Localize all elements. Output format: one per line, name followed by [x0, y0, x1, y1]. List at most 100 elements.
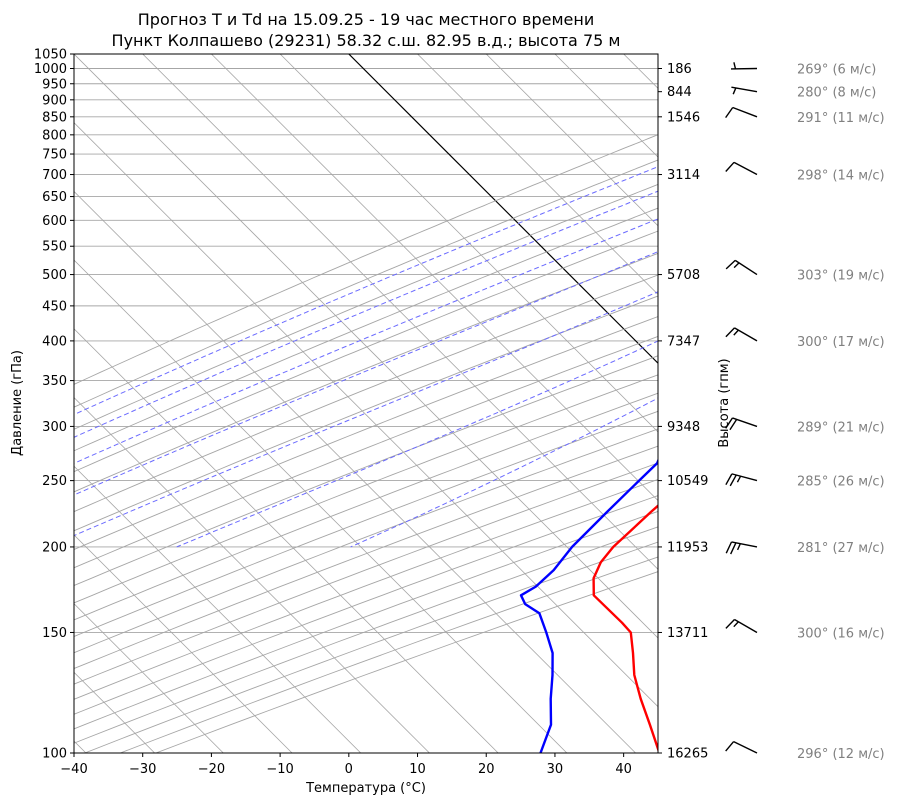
- dry-adiabat-line: [74, 134, 658, 385]
- wind-barb: [730, 62, 758, 70]
- isotherm-line: [74, 259, 568, 753]
- wind-label: 280° (8 м/с): [797, 86, 876, 101]
- y-tick-label: 1050: [34, 48, 67, 63]
- y-tick-label: 200: [42, 540, 67, 555]
- wind-barb: [725, 327, 758, 342]
- dry-adiabat-line: [74, 495, 658, 715]
- dry-adiabat-line: [74, 510, 658, 730]
- dry-adiabat-line: [74, 410, 658, 637]
- y-tick-label: 150: [42, 626, 67, 641]
- x-axis-label: Температура (°C): [305, 781, 426, 796]
- wind-profile-layer: 296° (12 м/с) 300° (16 м/с) 281° (27 м/с) 2…: [725, 62, 885, 762]
- wind-barb: [725, 106, 758, 119]
- isotherm-line: [74, 190, 636, 753]
- dry-adiabat-line: [74, 183, 658, 430]
- wind-label: 300° (17 м/с): [797, 335, 885, 350]
- isotherm-line: [74, 534, 293, 753]
- wind-barb: [725, 740, 758, 754]
- isotherm-line: [211, 54, 658, 502]
- height-tick-label: 11953: [667, 540, 708, 555]
- dry-adiabat-line: [74, 159, 658, 408]
- y-tick-label: 550: [42, 240, 67, 255]
- isotherm-line: [74, 54, 658, 639]
- wind-label: 269° (6 м/с): [797, 63, 876, 78]
- y-tick-label: 1000: [34, 62, 67, 77]
- dry-adiabat-line: [74, 445, 658, 670]
- height-tick-label: 9348: [667, 420, 700, 435]
- wind-label: 281° (27 м/с): [797, 541, 885, 556]
- y-tick-label: 700: [42, 168, 67, 183]
- dry-adiabat-line: [74, 335, 658, 569]
- x-tick-label: 10: [409, 762, 426, 777]
- x-tick-label: −30: [129, 762, 156, 777]
- isotherm-line: [623, 54, 658, 89]
- chart-title: Прогноз T и Td на 15.09.25 - 19 час мест…: [138, 10, 594, 29]
- dry-adiabat-line: [120, 556, 658, 753]
- x-tick-label: −20: [198, 762, 225, 777]
- y-tick-label: 950: [42, 77, 67, 92]
- x-tick-label: 30: [547, 762, 564, 777]
- wind-barb: [731, 86, 758, 95]
- wind-label: 296° (12 м/с): [797, 747, 885, 762]
- y-tick-label: 800: [42, 128, 67, 143]
- height-tick-label: 10549: [667, 474, 708, 489]
- y-tick-label: 600: [42, 214, 67, 229]
- plot-frame: [73, 53, 659, 754]
- isotherm-line: [74, 122, 658, 708]
- x-tick-label: −40: [60, 762, 87, 777]
- x-tick-label: 20: [478, 762, 495, 777]
- dry-adiabat-line: [74, 252, 658, 493]
- dry-adiabat-line: [74, 374, 658, 604]
- moist-adiabat-line: [74, 251, 658, 496]
- y-tick-label: 900: [42, 93, 67, 108]
- dry-adiabat-line: [74, 274, 658, 513]
- dry-adiabat-line: [74, 526, 658, 744]
- isotherm-line: [485, 54, 658, 227]
- dry-adiabat-line: [74, 478, 658, 700]
- y-tick-label: 350: [42, 374, 67, 389]
- height-axis-label: Высота (гпм): [717, 358, 732, 447]
- y-tick-label: 100: [42, 747, 67, 762]
- isotherm-line: [74, 603, 224, 753]
- isotherm-line: [74, 328, 499, 753]
- moist-adiabat-line: [176, 340, 658, 548]
- dry-adiabat-line: [74, 316, 658, 550]
- wind-barb: [725, 618, 758, 634]
- dry-adiabat-line: [74, 392, 658, 621]
- dry-adiabat-line: [74, 230, 658, 473]
- wind-label: 300° (16 м/с): [797, 626, 885, 641]
- wind-barb: [725, 473, 758, 487]
- plot-series-layer: [519, 457, 658, 753]
- series-Td-line: [519, 457, 658, 753]
- height-tick-label: 186: [667, 62, 692, 77]
- wind-label: 285° (26 м/с): [797, 475, 885, 490]
- moist-adiabat-line: [74, 190, 658, 438]
- chart-subtitle: Пункт Колпашево (29231) 58.32 с.ш. 82.95…: [112, 31, 621, 50]
- height-tick-label: 3114: [667, 168, 700, 183]
- dry-adiabat-line: [155, 571, 658, 753]
- height-tick-label: 16265: [667, 747, 708, 762]
- y-tick-label: 450: [42, 299, 67, 314]
- wind-label: 291° (11 м/с): [797, 111, 885, 126]
- wind-barb: [725, 417, 758, 431]
- y-tick-label: 250: [42, 474, 67, 489]
- y-tick-label: 300: [42, 420, 67, 435]
- y-tick-label: 650: [42, 190, 67, 205]
- wind-barb: [725, 541, 758, 555]
- y-tick-label: 850: [42, 110, 67, 125]
- dry-adiabat-line: [74, 207, 658, 452]
- height-tick-label: 7347: [667, 334, 700, 349]
- moist-adiabat-line: [350, 397, 658, 548]
- isotherm-line: [74, 465, 362, 753]
- isotherm-line: [142, 54, 658, 570]
- y-tick-label: 750: [42, 148, 67, 163]
- y-tick-label: 500: [42, 268, 67, 283]
- wind-label: 298° (14 м/с): [797, 169, 885, 184]
- x-tick-label: 0: [345, 762, 353, 777]
- y-axis-label: Давление (гПа): [10, 350, 25, 456]
- series-T-line: [592, 504, 658, 753]
- wind-label: 289° (21 м/с): [797, 420, 885, 435]
- height-tick-label: 5708: [667, 268, 700, 283]
